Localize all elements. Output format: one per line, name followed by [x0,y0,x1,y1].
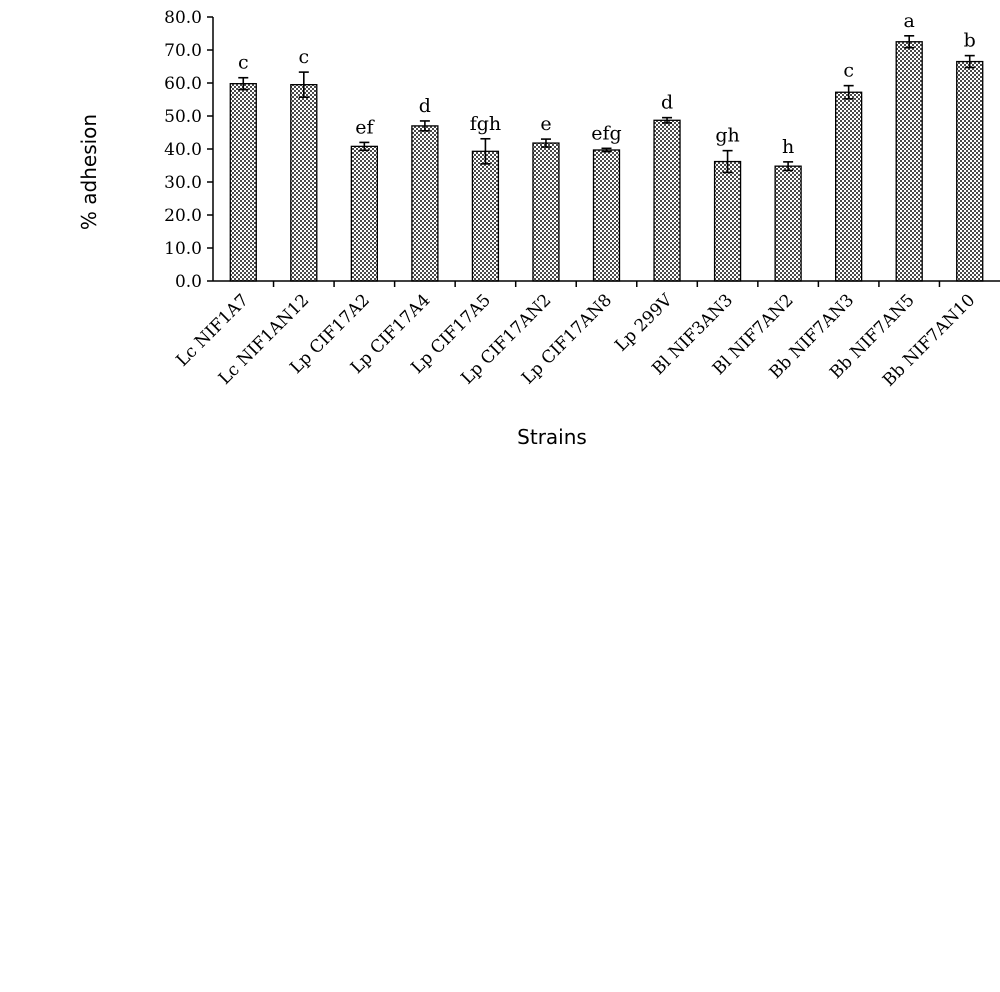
x-axis-title: Strains [517,425,587,449]
error-bars [238,35,975,174]
significance-labels: c c ef d fgh e efg d gh h c a b [238,10,976,158]
significance-label: e [540,113,551,135]
y-tick-label: 80.0 [164,8,202,28]
bar [592,149,621,282]
bar [956,60,984,282]
significance-label: gh [715,125,739,147]
y-axis-title: % adhesion [77,114,101,230]
bar [774,165,802,282]
y-tick-label: 10.0 [164,239,202,259]
significance-label: efg [591,122,621,144]
y-tick-label: 30.0 [164,173,202,193]
significance-label: h [782,136,794,158]
bar [290,84,318,282]
bar [713,160,742,282]
bar [532,142,560,282]
significance-label: c [843,60,854,82]
significance-label: b [964,30,976,52]
significance-label: d [419,95,431,117]
y-tick-label: 70.0 [164,41,202,61]
significance-label: c [298,46,309,68]
significance-label: c [238,52,249,74]
bar [350,145,378,282]
bar [835,91,863,282]
bar [229,83,257,282]
bar [471,150,500,282]
y-axis-ticks: 0.0 10.0 20.0 30.0 40.0 50.0 60.0 70.0 80.0 [164,8,213,292]
significance-label: ef [355,116,375,138]
significance-label: d [661,92,673,114]
bars [229,41,984,282]
y-tick-label: 50.0 [164,107,202,127]
bar [653,119,681,282]
y-tick-label: 0.0 [175,272,202,292]
significance-label: fgh [470,113,501,135]
y-tick-label: 20.0 [164,206,202,226]
bar [411,125,439,282]
significance-label: a [904,10,915,32]
bar [895,41,923,282]
axes [212,17,1000,287]
y-tick-label: 60.0 [164,74,202,94]
y-tick-label: 40.0 [164,140,202,160]
